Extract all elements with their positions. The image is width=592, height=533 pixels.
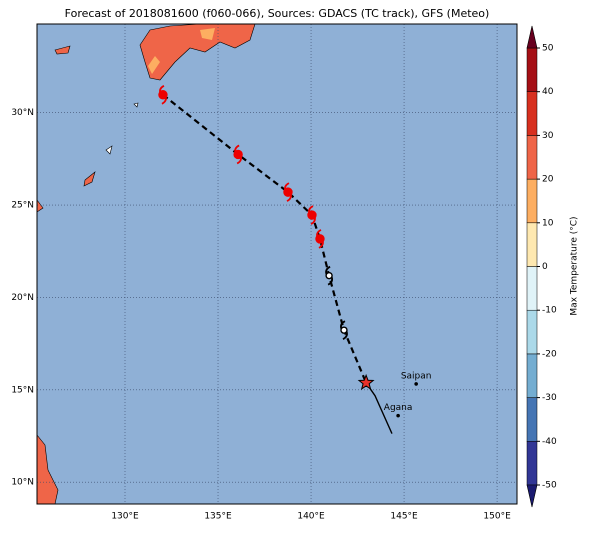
colorbar-band	[526, 178, 538, 224]
map-title: Forecast of 2018081600 (f060-066), Sourc…	[65, 7, 490, 20]
colorbar-tick-label: 30	[542, 131, 554, 141]
map-frame	[36, 23, 518, 505]
lat-tick-label: 20°N	[11, 293, 34, 303]
typhoon-symbol	[307, 210, 317, 220]
colorbar-tick-label: 40	[542, 87, 554, 97]
colorbar-tick-label: 50	[542, 44, 554, 54]
lon-tick-label: 130°E	[111, 512, 139, 522]
forecast-track	[162, 93, 368, 384]
city-label: Saipan	[401, 371, 432, 381]
lat-tick-label: 15°N	[11, 385, 34, 395]
colorbar-band	[526, 47, 538, 92]
colorbar-band	[526, 397, 538, 442]
colorbar-label: Max Temperature (°C)	[570, 216, 580, 315]
colorbar-tick-label: 10	[542, 218, 554, 228]
colorbar-tick-label: -20	[542, 349, 557, 359]
typhoon-symbol	[340, 326, 348, 334]
lat-tick-label: 30°N	[11, 108, 34, 118]
lon-tick-label: 135°E	[204, 512, 232, 522]
colorbar-band	[526, 353, 538, 398]
colorbar-band	[526, 441, 538, 486]
colorbar-band	[526, 266, 538, 311]
colorbar-under	[526, 484, 538, 508]
colorbar-tick-label: -30	[542, 393, 557, 403]
colorbar-tick-label: 20	[542, 175, 554, 185]
typhoon-symbol	[283, 187, 293, 197]
colorbar-tick-label: -10	[542, 306, 557, 316]
lon-tick-label: 140°E	[297, 512, 325, 522]
city-marker	[396, 413, 400, 418]
city-marker	[414, 382, 418, 386]
lat-tick-label: 25°N	[11, 201, 34, 211]
colorbar-band	[526, 222, 538, 267]
colorbar-tick-label: -50	[542, 481, 557, 491]
typhoon-symbol	[315, 234, 325, 244]
colorbar-tick-label: 0	[542, 262, 548, 272]
lon-tick-label: 145°E	[390, 512, 418, 522]
colorbar-tick-label: -40	[542, 437, 557, 447]
city-label: Agana	[384, 403, 413, 413]
colorbar-band	[526, 91, 538, 136]
typhoon-symbol	[158, 90, 168, 100]
lat-tick-label: 10°N	[11, 478, 34, 488]
colorbar-band	[526, 309, 538, 355]
colorbar-over	[526, 25, 538, 49]
storm-position-star	[357, 373, 375, 390]
typhoon-symbol	[325, 271, 333, 280]
colorbar-band	[526, 135, 538, 180]
lon-tick-label: 150°E	[483, 512, 511, 522]
typhoon-symbol	[233, 149, 243, 160]
ocean	[37, 24, 517, 504]
